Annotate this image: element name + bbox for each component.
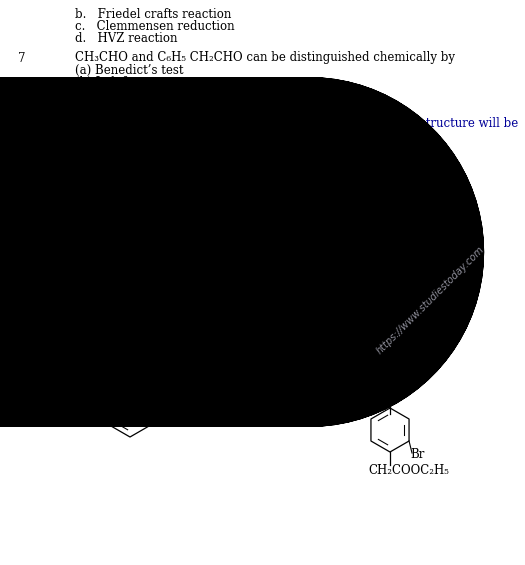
Text: KOH: KOH [182, 254, 206, 263]
Text: CH₂–CH₃: CH₂–CH₃ [116, 229, 170, 242]
Text: (a): (a) [35, 310, 51, 323]
Text: c.   Clemmensen reduction: c. Clemmensen reduction [75, 20, 235, 33]
Text: Br₂: Br₂ [245, 240, 261, 249]
Text: (d): (d) [285, 414, 302, 427]
Text: Br: Br [413, 303, 427, 316]
Text: (a) Benedict’s test: (a) Benedict’s test [75, 63, 184, 76]
Text: (c): (c) [35, 194, 51, 207]
Text: BrCH₂–CH₂COBr: BrCH₂–CH₂COBr [320, 149, 421, 162]
Text: (b): (b) [285, 149, 302, 162]
Text: H⁺: H⁺ [314, 240, 328, 249]
Text: C₂H₅OH: C₂H₅OH [308, 254, 348, 263]
Text: ‘B’: ‘B’ [218, 246, 234, 259]
Text: Propanoic acid with Br₂/P₄ yields a dibromo product. The structure will be: Propanoic acid with Br₂/P₄ yields a dibr… [75, 118, 518, 131]
Text: (b): (b) [285, 301, 302, 314]
Text: Br: Br [178, 207, 192, 220]
Text: Br: Br [410, 449, 424, 462]
Text: b.   Friedel crafts reaction: b. Friedel crafts reaction [75, 7, 232, 20]
Text: (d): (d) [285, 194, 302, 207]
Text: (d) Fehling’s solution test: (d) Fehling’s solution test [75, 99, 227, 112]
Text: COOH: COOH [132, 284, 171, 297]
Text: CH₃–C–COOH: CH₃–C–COOH [95, 194, 178, 207]
Text: Br: Br [178, 181, 192, 194]
Text: d.   HVZ reaction: d. HVZ reaction [75, 32, 177, 45]
Text: (a): (a) [35, 149, 51, 162]
Text: Br: Br [153, 136, 167, 149]
Text: OC₂H₅: OC₂H₅ [158, 336, 196, 349]
Text: (c) Tollen’s reagent test: (c) Tollen’s reagent test [75, 88, 216, 101]
Text: (b) Iodoform test: (b) Iodoform test [75, 76, 176, 89]
Text: CH₂–CH–COOC₂H₅: CH₂–CH–COOC₂H₅ [148, 386, 260, 399]
Text: ‘D’, ‘D’ is: ‘D’, ‘D’ is [358, 246, 413, 259]
Text: Br: Br [328, 207, 342, 220]
Text: 7: 7 [18, 51, 26, 64]
Text: 8: 8 [18, 118, 25, 131]
Text: CH₂COOC₂H₅: CH₂COOC₂H₅ [368, 463, 449, 476]
Text: Br: Br [358, 207, 372, 220]
Text: ‘C’: ‘C’ [281, 246, 298, 259]
Text: Br: Br [207, 403, 222, 416]
Text: FeCl₃: FeCl₃ [242, 254, 268, 263]
Text: 9: 9 [18, 232, 26, 245]
Text: (c): (c) [35, 402, 51, 415]
Text: Br: Br [153, 162, 167, 175]
Text: KMnO₄: KMnO₄ [178, 240, 214, 249]
Text: CH₃–CH–COOH: CH₃–CH–COOH [320, 194, 414, 207]
Text: CH₃CHO and C₆H₅ CH₂CHO can be distinguished chemically by: CH₃CHO and C₆H₅ CH₂CHO can be distinguis… [75, 51, 455, 64]
Text: Br: Br [381, 393, 395, 406]
Text: COOC₂H₅: COOC₂H₅ [368, 275, 425, 288]
Text: https://www.studiestoday.com: https://www.studiestoday.com [374, 244, 486, 356]
Text: H–C–CH₂COOH: H–C–CH₂COOH [95, 149, 188, 162]
